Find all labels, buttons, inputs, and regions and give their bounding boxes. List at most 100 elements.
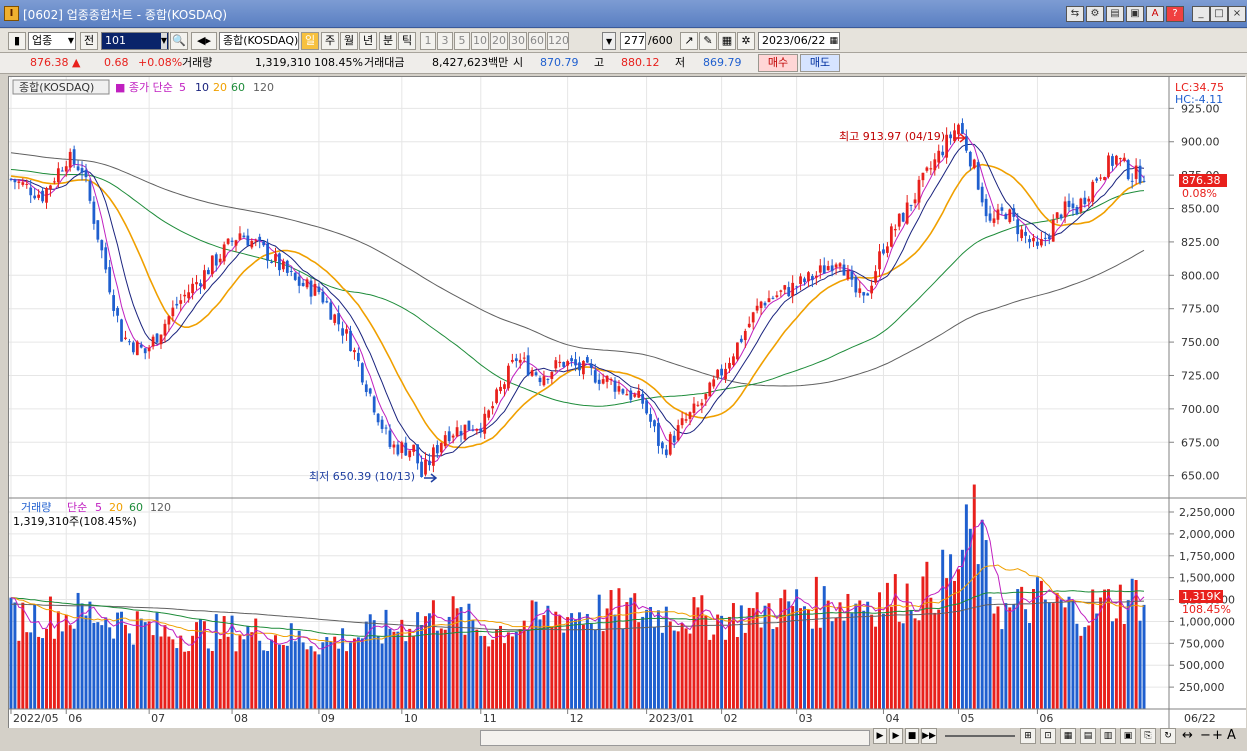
refresh-icon[interactable]: ↻ (1160, 728, 1176, 744)
candle-body (759, 301, 763, 308)
count-input[interactable]: 277 (620, 32, 646, 50)
print-icon[interactable]: ▤ (1106, 6, 1124, 22)
candle-body (483, 413, 487, 434)
volume-bar (356, 637, 360, 709)
candle-body (779, 290, 783, 292)
interval-button-5[interactable]: 30 (509, 32, 527, 50)
period-tab-4[interactable]: 분 (379, 32, 397, 50)
candle-body (1036, 241, 1039, 246)
sound-icon[interactable]: ◀▸ (191, 32, 217, 50)
chart-svg[interactable]: 925.00900.00875.00850.00825.00800.00775.… (9, 77, 1246, 729)
candle-body (941, 151, 945, 156)
settings-icon[interactable]: ⚙ (1086, 6, 1104, 22)
volume-bar (641, 616, 645, 709)
volume-bar (317, 654, 321, 709)
interval-button-6[interactable]: 60 (528, 32, 546, 50)
interval-button-2[interactable]: 5 (454, 32, 470, 50)
volume-bar (88, 601, 92, 709)
volume-bar (838, 602, 842, 709)
sell-button[interactable]: 매도 (800, 54, 840, 72)
gear-icon[interactable]: ✲ (737, 32, 755, 50)
vol-ma20-line (10, 564, 1145, 644)
prev-icon[interactable]: ▶ (873, 728, 887, 744)
volume-bar (949, 554, 953, 709)
code-input[interactable]: 101 ▼ (101, 32, 169, 50)
draw-icon[interactable]: ↗ (680, 32, 698, 50)
volume-tick-label: 250,000 (1179, 681, 1225, 694)
window-icon[interactable]: ▣ (1120, 728, 1136, 744)
magnet-icon[interactable]: ⊡ (1040, 728, 1056, 744)
candle-body (925, 167, 929, 171)
candle-body (1134, 165, 1138, 179)
candle-body (380, 419, 384, 429)
search-icon[interactable]: 🔍 (170, 32, 188, 50)
interval-button-0[interactable]: 1 (420, 32, 436, 50)
zoom-out-icon[interactable]: − (1200, 728, 1211, 743)
arrows-icon[interactable]: ↔ (1182, 728, 1193, 743)
maximize-icon[interactable]: □ (1210, 6, 1228, 22)
link-icon[interactable]: ⇆ (1066, 6, 1084, 22)
x-tick-label: 08 (234, 712, 248, 725)
chart-area[interactable]: 925.00900.00875.00850.00825.00800.00775.… (8, 76, 1246, 729)
candle-body (353, 350, 356, 353)
volume-bar (52, 638, 56, 709)
scrollbar[interactable] (480, 730, 870, 746)
market-button[interactable]: 전 (80, 32, 98, 50)
volume-bar (953, 580, 957, 709)
interval-button-4[interactable]: 20 (490, 32, 508, 50)
volume-bar (123, 624, 127, 709)
font-icon[interactable]: A (1146, 6, 1164, 22)
date-input[interactable]: 2023/06/22 ▦ (758, 32, 840, 50)
tools-icon[interactable]: ✎ (699, 32, 717, 50)
volume-bar (467, 603, 471, 709)
candle-body (570, 358, 573, 362)
legend-ma20: 20 (213, 81, 227, 94)
volume-bar (210, 651, 214, 709)
screen-icon[interactable]: ▣ (1126, 6, 1144, 22)
fast-forward-icon[interactable]: ▶▶ (921, 728, 937, 744)
value-label: 거래대금 (364, 56, 405, 69)
candle-body (1047, 236, 1051, 240)
close-icon[interactable]: × (1228, 6, 1246, 22)
save-icon[interactable]: ▦ (718, 32, 736, 50)
buy-button[interactable]: 매수 (758, 54, 798, 72)
play-icon[interactable]: ▶ (889, 728, 903, 744)
volume-bar (589, 623, 593, 709)
crosshair-icon[interactable]: ⊞ (1020, 728, 1036, 744)
interval-dropdown[interactable]: ▼ (602, 32, 616, 50)
period-tab-1[interactable]: 주 (321, 32, 339, 50)
zoom-slider[interactable] (945, 735, 1015, 737)
period-tab-0[interactable]: 일 (301, 32, 319, 50)
zoom-in-icon[interactable]: + (1212, 728, 1223, 743)
volume-bar (396, 631, 400, 709)
price-tick-label: 750.00 (1181, 336, 1220, 349)
candle-body (357, 352, 360, 362)
volume-bar (471, 620, 475, 709)
volume-bar (728, 616, 731, 709)
period-tab-3[interactable]: 년 (359, 32, 377, 50)
candle-body (858, 288, 862, 294)
help-icon[interactable]: ? (1166, 6, 1184, 22)
stop-icon[interactable]: ■ (905, 728, 919, 744)
period-tab-5[interactable]: 틱 (398, 32, 416, 50)
grid-icon[interactable]: ▥ (1100, 728, 1116, 744)
interval-button-3[interactable]: 10 (471, 32, 489, 50)
layout-icon[interactable]: ▤ (1080, 728, 1096, 744)
period-tab-2[interactable]: 월 (340, 32, 358, 50)
interval-button-1[interactable]: 3 (437, 32, 453, 50)
font-size-icon[interactable]: A (1227, 728, 1236, 743)
export-icon[interactable]: ⎘ (1140, 728, 1156, 744)
candle-body (870, 285, 874, 294)
price-tick-label: 650.00 (1181, 470, 1220, 483)
category-select[interactable]: 업종 ▼ (28, 32, 76, 50)
volume-bar (763, 605, 767, 709)
interval-button-7[interactable]: 120 (547, 32, 569, 50)
table-icon[interactable]: ▦ (1060, 728, 1076, 744)
candle-body (728, 362, 731, 369)
count-total: /600 (648, 34, 673, 47)
volume-bar (384, 609, 388, 709)
minimize-icon[interactable]: _ (1192, 6, 1210, 22)
chart-type-icon[interactable]: ▮ (8, 32, 26, 50)
volume-bar (1122, 624, 1126, 709)
app-icon: I (4, 6, 19, 21)
